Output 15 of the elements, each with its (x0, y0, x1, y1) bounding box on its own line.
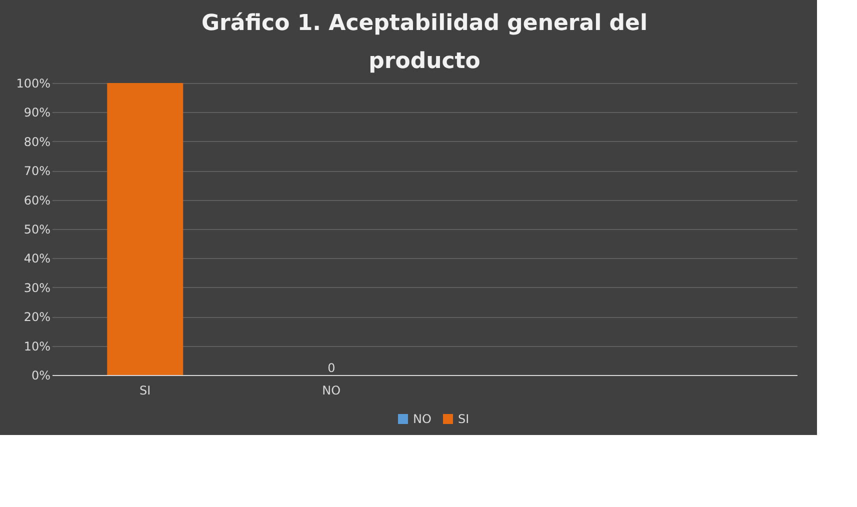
y-tick-label: 10% (24, 339, 50, 354)
y-tick-label: 50% (24, 222, 50, 236)
y-tick-label: 30% (24, 280, 50, 295)
data-label: 0 (328, 361, 336, 375)
y-tick-label: 20% (24, 310, 50, 324)
chart-title: Gráfico 1. Aceptabilidad general del producto (201, 11, 648, 74)
y-tick-label: 90% (24, 106, 50, 120)
legend-label: NO (413, 412, 432, 426)
y-tick-label: 70% (24, 164, 50, 178)
y-tick-label: 60% (24, 193, 50, 208)
y-tick-label: 80% (24, 134, 50, 149)
y-tick-label: 0% (31, 368, 50, 382)
y-tick-label: 40% (24, 252, 50, 266)
legend-label: SI (458, 412, 470, 426)
y-tick-label: 100% (16, 76, 50, 90)
